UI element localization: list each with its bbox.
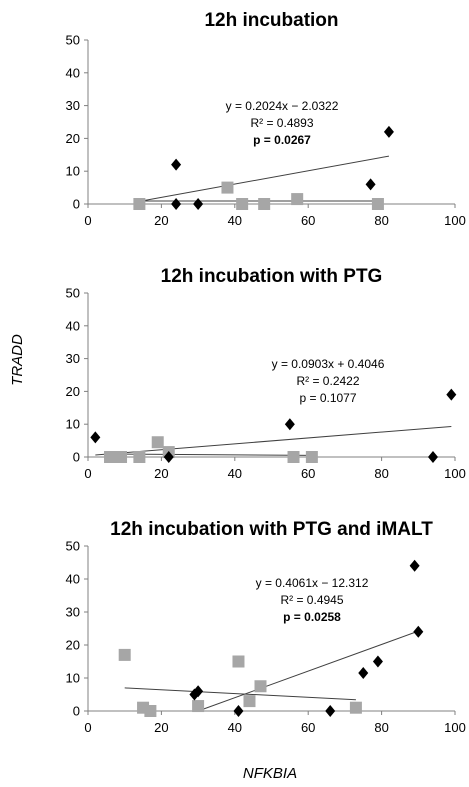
trendline [95,425,452,456]
x-tick-label: 20 [154,213,168,228]
gray-square-point [133,451,146,463]
y-tick-label: 20 [66,384,80,399]
trendline [139,155,390,202]
x-tick-label: 100 [444,213,466,228]
y-tick-label: 30 [66,351,80,366]
x-tick-label: 40 [228,466,242,481]
y-tick-label: 50 [66,539,80,554]
gray-square-point [144,705,157,717]
black-diamond-point [383,125,394,138]
black-diamond-point [90,431,101,444]
y-tick-label: 0 [73,197,80,212]
gray-square-point [133,198,146,210]
y-tick-label: 10 [66,671,80,686]
x-tick-label: 60 [301,213,315,228]
r-squared-value: R² = 0.2422 [296,374,359,388]
x-tick-label: 100 [444,720,466,735]
regression-equation: y = 0.0903x + 0.4046 [272,357,385,371]
y-tick-label: 50 [66,286,80,301]
y-tick-label: 20 [66,131,80,146]
y-tick-label: 40 [66,318,80,333]
black-diamond-point [233,705,244,717]
x-tick-label: 60 [301,720,315,735]
x-tick-label: 0 [84,466,91,481]
y-tick-label: 30 [66,98,80,113]
x-tick-label: 80 [374,720,388,735]
gray-square-point [104,451,117,463]
x-tick-label: 60 [301,466,315,481]
y-axis-label: TRADD [9,334,26,386]
gray-square-point [236,198,249,210]
black-diamond-point [358,667,369,680]
p-value: p = 0.0267 [253,133,311,147]
black-diamond-point [284,418,295,431]
black-diamond-point [446,388,457,401]
x-tick-label: 40 [228,720,242,735]
black-diamond-point [193,198,204,210]
y-tick-label: 40 [66,572,80,587]
y-tick-label: 20 [66,638,80,653]
gray-square-point [151,436,164,449]
y-tick-label: 50 [66,33,80,48]
x-tick-label: 20 [154,720,168,735]
black-diamond-point [372,655,383,668]
x-tick-label: 40 [228,213,242,228]
black-diamond-point [409,559,420,572]
chart-title: 12h incubation with PTG and iMALT [110,519,433,540]
black-diamond-point [171,198,182,210]
r-squared-value: R² = 0.4945 [280,593,343,607]
black-diamond-point [365,178,376,191]
black-diamond-point [413,625,424,638]
p-value: p = 0.0258 [283,610,341,624]
gray-square-point [371,198,384,210]
gray-square-point [349,701,362,714]
gray-square-point [192,700,205,713]
gray-square-point [254,680,267,693]
y-tick-label: 30 [66,605,80,620]
gray-square-point [291,193,304,206]
x-tick-label: 20 [154,466,168,481]
chart-title: 12h incubation with PTG [161,266,383,287]
gray-square-point [287,451,300,463]
x-tick-label: 0 [84,720,91,735]
gray-square-point [305,451,318,463]
regression-equation: y = 0.4061x − 12.312 [256,576,369,590]
chart-panel-2: 12h incubation with PTG 0 10 20 30 40 50 0 20 40 6… [66,266,466,481]
chart-title: 12h incubation [204,10,338,31]
gray-square-point [221,181,234,194]
black-diamond-point [427,451,438,463]
y-tick-label: 10 [66,164,80,179]
x-tick-label: 100 [444,466,466,481]
r-squared-value: R² = 0.4893 [250,116,313,130]
x-tick-label: 80 [374,466,388,481]
black-diamond-point [163,451,174,463]
chart-panel-1: 12h incubation 0 10 20 30 40 50 0 20 40 60 80 100 y =… [66,10,466,228]
p-value: p = 0.1077 [299,391,356,405]
y-tick-label: 0 [73,704,80,719]
x-tick-label: 0 [84,213,91,228]
y-tick-label: 10 [66,417,80,432]
gray-square-point [243,695,256,708]
gray-square-point [232,655,245,668]
y-tick-label: 40 [66,65,80,80]
x-tick-label: 80 [374,213,388,228]
chart-panel-3: 12h incubation with PTG and iMALT 0 10 20 30… [66,519,466,735]
trendline [197,630,419,712]
black-diamond-point [325,705,336,717]
trendline [124,687,356,701]
gray-square-point [118,648,131,661]
black-diamond-point [193,685,204,698]
regression-equation: y = 0.2024x − 2.0322 [226,99,339,113]
black-diamond-point [171,158,182,171]
gray-square-point [258,198,271,210]
y-tick-label: 0 [73,450,80,465]
gray-square-point [115,451,128,463]
x-axis-label: NFKBIA [243,765,297,782]
